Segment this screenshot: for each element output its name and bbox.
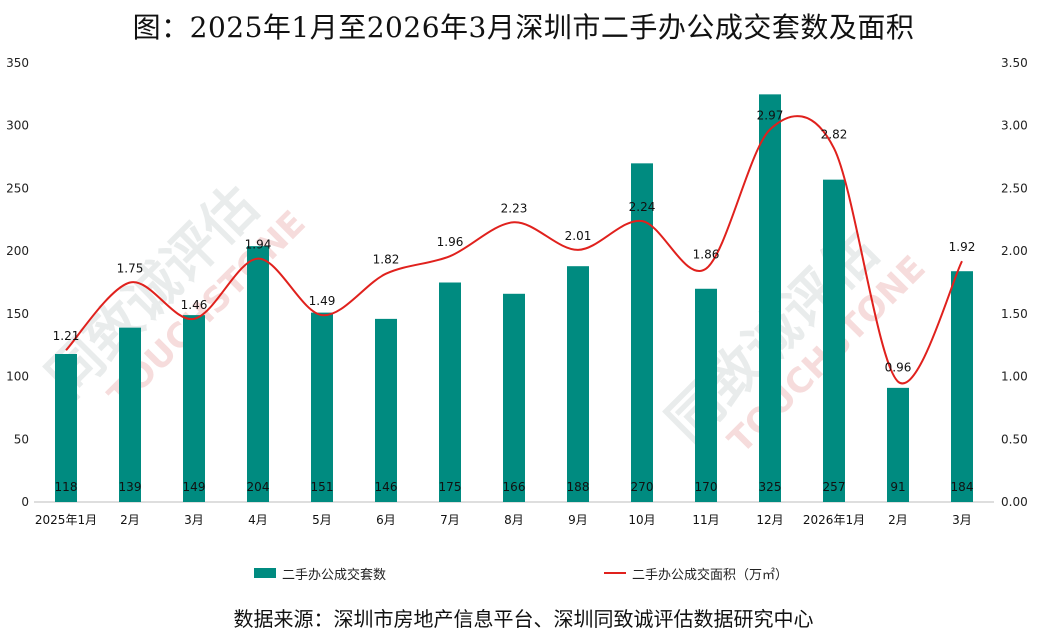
x-tick-label: 6月 (376, 513, 396, 527)
bar-value-label: 146 (375, 480, 398, 494)
right-tick-label: 2.50 (1001, 181, 1028, 195)
line-value-label: 1.21 (53, 329, 80, 343)
bar (55, 353, 77, 502)
x-tick-label: 10月 (628, 513, 655, 527)
bar (375, 318, 397, 502)
bar-value-label: 175 (439, 480, 462, 494)
left-tick-label: 200 (6, 244, 29, 258)
bar-value-label: 184 (951, 480, 974, 494)
right-tick-label: 1.00 (1001, 370, 1028, 384)
right-tick-label: 1.50 (1001, 307, 1028, 321)
chart-title: 图：2025年1月至2026年3月深圳市二手办公成交套数及面积 (132, 11, 915, 44)
bar-value-label: 257 (823, 480, 846, 494)
right-tick-label: 2.00 (1001, 244, 1028, 258)
source-note: 数据来源：深圳市房地产信息平台、深圳同致诚评估数据研究中心 (233, 607, 814, 631)
left-tick-label: 150 (6, 307, 29, 321)
right-tick-label: 3.00 (1001, 119, 1028, 133)
bar (823, 179, 845, 503)
bar-value-label: 166 (503, 480, 526, 494)
left-tick-label: 100 (6, 370, 29, 384)
x-tick-label: 8月 (504, 513, 524, 527)
x-tick-label: 5月 (312, 513, 332, 527)
bar-series: 118 139 149 204 151 146 175 166 188 270 170 325 257 9… (55, 94, 974, 503)
legend-bar: 二手办公成交套数 (254, 563, 386, 583)
x-tick-label: 3月 (952, 513, 972, 527)
x-tick-label: 2025年1月 (35, 513, 97, 527)
legend-line-label: 二手办公成交面积（万㎡） (632, 567, 789, 583)
bar-value-label: 139 (119, 480, 142, 494)
line-value-label: 2.23 (501, 201, 528, 215)
bar (567, 266, 589, 502)
bar (183, 315, 205, 502)
right-tick-label: 0.00 (1001, 495, 1028, 509)
legend-bar-swatch (254, 568, 276, 578)
left-tick-label: 0 (21, 495, 29, 509)
x-tick-label: 7月 (440, 513, 460, 527)
x-tick-label: 12月 (756, 513, 783, 527)
area-line (65, 115, 963, 385)
legend-bar-label: 二手办公成交套数 (282, 567, 387, 583)
bar (759, 94, 781, 502)
x-tick-label: 3月 (184, 513, 204, 527)
x-axis: 2025年1月 2月 3月 4月 5月 6月 7月 8月 9月 10月 11月 12月 2026年1月 2… (34, 501, 994, 527)
right-axis: 0.00 0.50 1.00 1.50 2.00 2.50 3.00 3.50 (1001, 56, 1028, 509)
line-value-label: 1.49 (309, 294, 336, 308)
bar-value-label: 118 (55, 480, 78, 494)
bar-value-label: 188 (567, 480, 590, 494)
x-tick-label: 9月 (568, 513, 588, 527)
bar (631, 163, 653, 503)
bar (119, 327, 141, 502)
line-value-label: 1.75 (117, 262, 144, 276)
bar (503, 293, 525, 502)
line-value-label: 1.94 (245, 238, 272, 252)
right-tick-label: 0.50 (1001, 432, 1028, 446)
line-value-label: 2.24 (629, 200, 656, 214)
x-tick-label: 2026年1月 (803, 513, 865, 527)
left-tick-label: 350 (6, 56, 29, 70)
bar (951, 271, 973, 502)
legend-line: 二手办公成交面积（万㎡） (604, 563, 788, 583)
bar (439, 282, 461, 502)
line-series: 1.21 1.75 1.46 1.94 1.49 1.82 1.96 2.23 2.01 2.24… (53, 108, 976, 385)
legend-line-swatch (604, 572, 626, 574)
bar-value-label: 170 (695, 480, 718, 494)
x-tick-label: 4月 (248, 513, 268, 527)
left-tick-label: 250 (6, 181, 29, 195)
bar-value-label: 325 (759, 480, 782, 494)
bar-value-label: 270 (631, 480, 654, 494)
bar (247, 246, 269, 502)
line-value-label: 2.97 (757, 108, 784, 122)
bar-value-label: 204 (247, 480, 270, 494)
line-value-label: 1.46 (181, 298, 208, 312)
bar-value-label: 149 (183, 480, 206, 494)
line-value-label: 2.01 (565, 229, 592, 243)
line-value-label: 1.92 (949, 240, 976, 254)
x-tick-label: 2月 (888, 513, 908, 527)
bar (887, 387, 909, 502)
line-value-label: 1.96 (437, 235, 464, 249)
bar-value-label: 91 (890, 480, 905, 494)
bar (311, 312, 333, 502)
watermarks: 同致诚评估TOUCHSTONE同致诚评估TOUCHSTONE (35, 174, 934, 462)
left-tick-label: 50 (14, 432, 29, 446)
line-value-label: 0.96 (885, 361, 912, 375)
line-value-label: 1.82 (373, 253, 400, 267)
x-tick-label: 2月 (120, 513, 140, 527)
bar-value-label: 151 (311, 480, 334, 494)
line-value-label: 2.82 (821, 127, 848, 141)
right-tick-label: 3.50 (1001, 56, 1028, 70)
left-tick-label: 300 (6, 119, 29, 133)
left-axis: 0 50 100 150 200 250 300 350 (6, 56, 29, 509)
bar (695, 288, 717, 502)
x-tick-label: 11月 (692, 513, 719, 527)
line-value-label: 1.86 (693, 248, 720, 262)
